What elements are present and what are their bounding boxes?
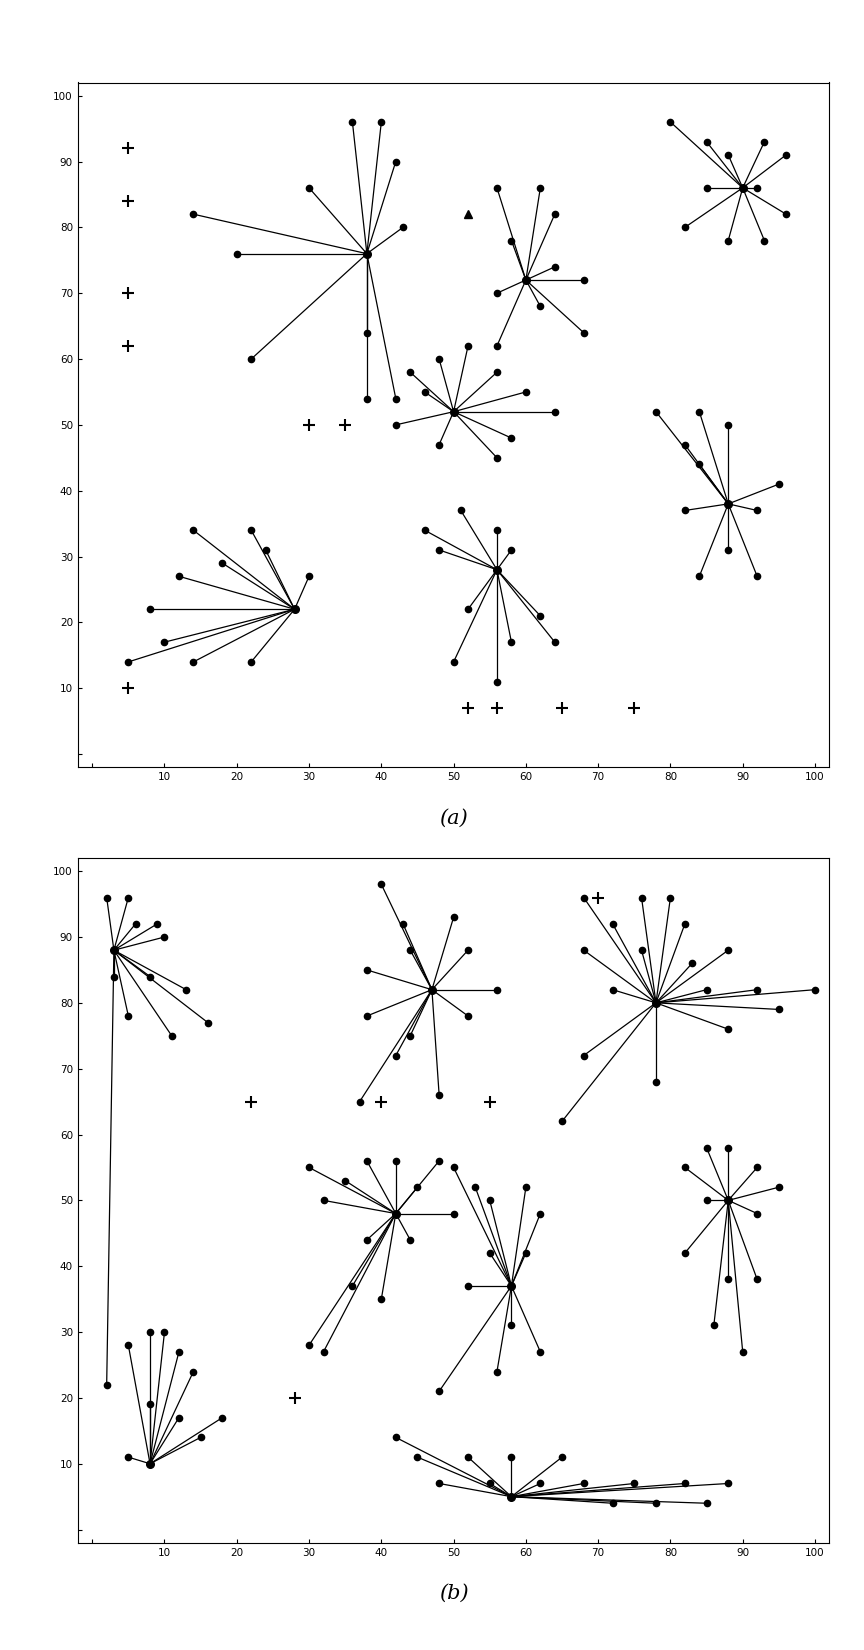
- Text: (a): (a): [439, 808, 468, 828]
- Text: (b): (b): [439, 1584, 468, 1604]
